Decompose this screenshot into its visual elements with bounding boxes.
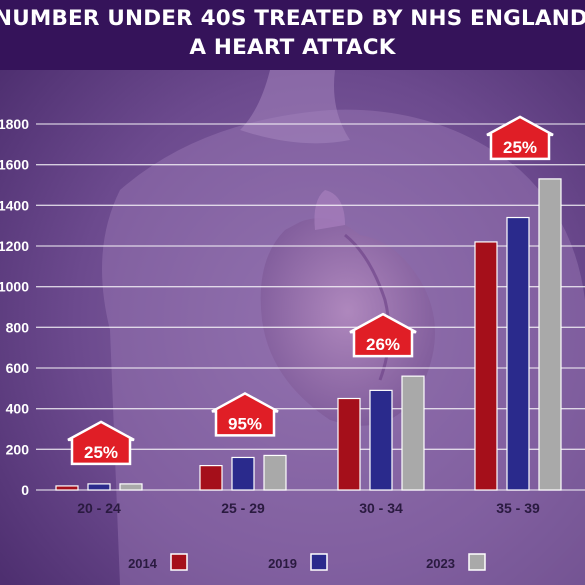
- y-tick-label: 0: [21, 482, 29, 498]
- legend-label-2014: 2014: [128, 556, 158, 571]
- y-tick-label: 1800: [0, 116, 29, 132]
- bar-2014-1: [199, 465, 223, 491]
- legend-swatch-2019: [310, 553, 328, 571]
- y-tick-label: 1400: [0, 197, 29, 213]
- title-band: [0, 0, 585, 70]
- y-axis-tick-labels: 0 200 400 600 800 1000 1200 1400 1600 1800: [0, 116, 29, 498]
- y-tick-label: 800: [6, 319, 30, 335]
- bar-2023-3: [538, 178, 562, 491]
- x-tick-label: 35 - 39: [496, 500, 540, 516]
- legend-label-2023: 2023: [426, 556, 455, 571]
- legend: 2014 2019 2023: [128, 553, 486, 571]
- increase-percent-label: 26%: [366, 335, 400, 354]
- bars: [55, 178, 562, 491]
- x-tick-label: 20 - 24: [77, 500, 121, 516]
- bar-2023-1: [263, 454, 287, 491]
- increase-arrow: [67, 420, 135, 466]
- increase-arrow: [211, 392, 279, 437]
- legend-swatch-2014: [170, 553, 188, 571]
- legend-swatch-2023: [468, 553, 486, 571]
- legend-label-2019: 2019: [268, 556, 297, 571]
- bar-2014-0: [55, 485, 79, 491]
- y-tick-label: 1200: [0, 238, 29, 254]
- y-tick-label: 200: [6, 441, 30, 457]
- x-tick-label: 30 - 34: [359, 500, 403, 516]
- chart-title-line-2: A HEART ATTACK: [189, 35, 396, 60]
- increase-arrow: [349, 312, 417, 358]
- y-tick-label: 1000: [0, 279, 29, 295]
- increase-arrow: [486, 115, 554, 161]
- bar-2023-0: [119, 483, 143, 491]
- chart-title-line-1: NUMBER UNDER 40S TREATED BY NHS ENGLAND …: [0, 6, 585, 31]
- bar-2019-0: [87, 483, 111, 491]
- bar-2014-2: [337, 397, 361, 491]
- y-tick-label: 400: [6, 401, 30, 417]
- increase-annotations: 25% 95% 26% 25%: [67, 115, 554, 466]
- y-tick-label: 1600: [0, 157, 29, 173]
- increase-percent-label: 95%: [228, 414, 262, 433]
- x-axis-category-labels: 20 - 24 25 - 29 30 - 34 35 - 39: [77, 500, 540, 516]
- bar-2019-1: [231, 456, 255, 491]
- bar-2019-3: [506, 216, 530, 491]
- increase-percent-label: 25%: [503, 138, 537, 157]
- bar-2014-3: [474, 241, 498, 491]
- bar-2019-2: [369, 389, 393, 491]
- x-tick-label: 25 - 29: [221, 500, 265, 516]
- bar-2023-2: [401, 375, 425, 491]
- increase-percent-label: 25%: [84, 443, 118, 462]
- y-tick-label: 600: [6, 360, 30, 376]
